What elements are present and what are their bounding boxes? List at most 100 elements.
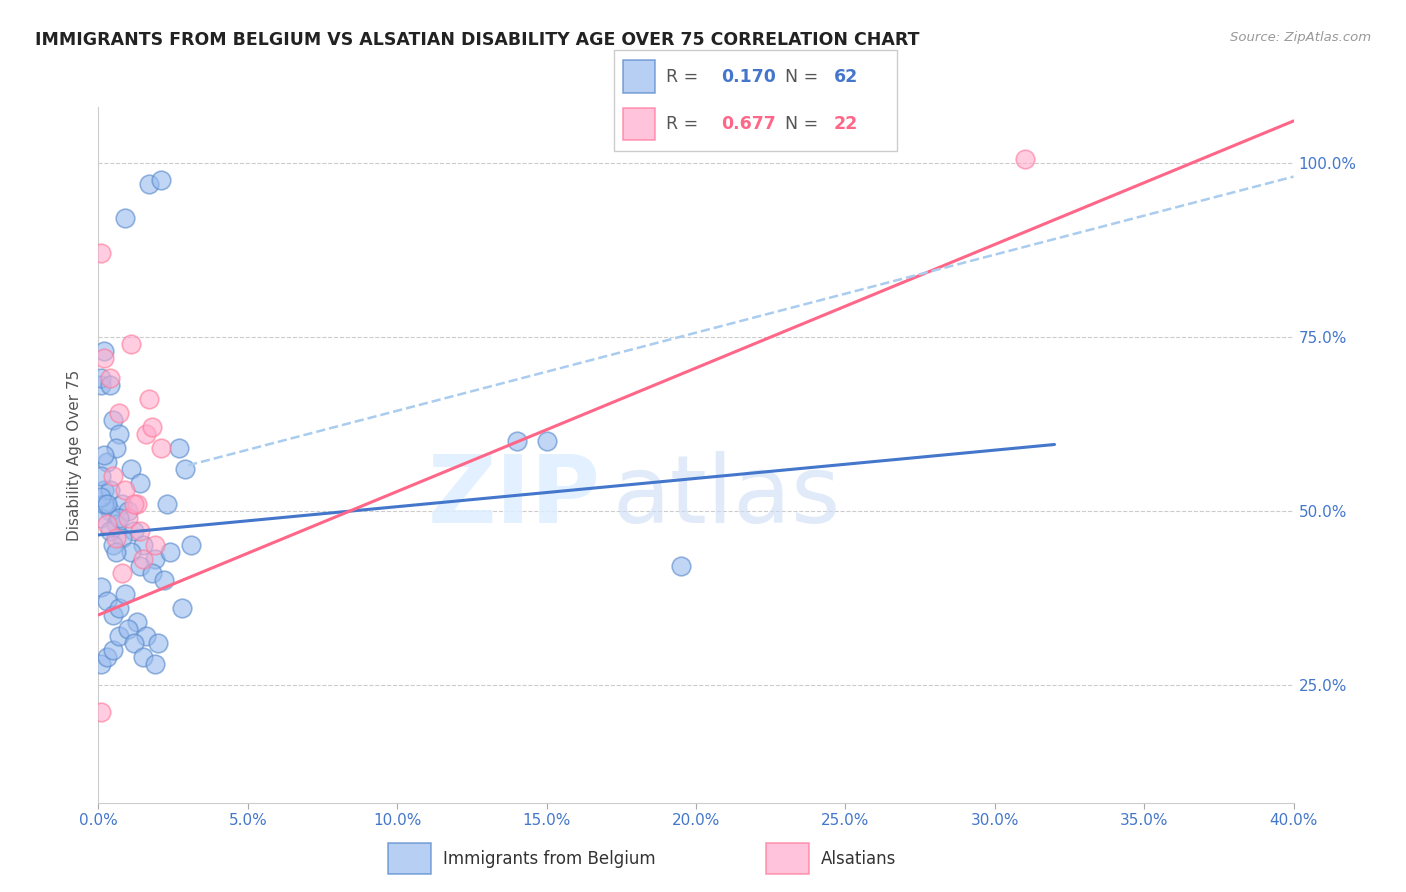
Point [96,594,118,608]
Point [96,517,118,532]
Point [135,427,157,442]
Point [141,420,163,434]
Text: Immigrants from Belgium: Immigrants from Belgium [443,849,655,868]
Point [167,441,190,455]
Text: ZIP: ZIP [427,450,600,542]
Text: R =: R = [666,115,704,133]
Bar [623,61,655,93]
Point [536,434,558,448]
Point [141,566,163,581]
Text: R =: R = [666,68,704,86]
Point [127,497,149,511]
Point [129,475,152,490]
Point [96,455,118,469]
Point [129,559,152,574]
Text: atlas: atlas [613,450,841,542]
Point [100,483,122,497]
Point [100,371,122,385]
Point [1014,152,1036,166]
Point [90,580,112,594]
Text: Source: ZipAtlas.com: Source: ZipAtlas.com [1230,31,1371,45]
Y-axis label: Disability Age Over 75: Disability Age Over 75 [67,369,83,541]
Text: 0.677: 0.677 [721,115,776,133]
Point [114,211,136,226]
Point [135,629,157,643]
Point [120,336,142,351]
Point [143,552,166,566]
Point [156,497,179,511]
Point [100,503,122,517]
Point [90,468,112,483]
Point [103,413,125,427]
Point [103,538,125,552]
Point [108,510,131,524]
Text: IMMIGRANTS FROM BELGIUM VS ALSATIAN DISABILITY AGE OVER 75 CORRELATION CHART: IMMIGRANTS FROM BELGIUM VS ALSATIAN DISA… [35,31,920,49]
Point [90,706,112,720]
Point [127,615,149,629]
Point [105,545,128,559]
Point [103,642,125,657]
Point [103,468,125,483]
Point [138,392,160,407]
Point [96,497,118,511]
Point [132,649,155,664]
Point [159,545,181,559]
Point [108,629,131,643]
Text: N =: N = [785,115,824,133]
Text: 0.170: 0.170 [721,68,776,86]
Point [93,351,115,365]
Point [153,573,176,587]
Point [172,601,194,615]
Bar [623,108,655,140]
Point [90,246,112,260]
Point [111,497,134,511]
Point [105,517,128,532]
Point [93,343,115,358]
Point [105,532,128,546]
Text: 62: 62 [834,68,858,86]
Point [93,448,115,462]
Point [93,483,115,497]
Point [111,566,134,581]
Point [108,406,131,420]
Point [669,559,692,574]
Point [114,483,136,497]
Point [150,441,173,455]
Point [111,532,134,546]
Point [90,510,112,524]
Point [124,636,146,650]
Text: N =: N = [785,68,824,86]
Point [124,524,146,539]
Bar [766,843,810,874]
Point [117,503,139,517]
Point [174,462,197,476]
Point [150,173,173,187]
Point [143,657,166,671]
Point [90,378,112,392]
Point [180,538,202,552]
Point [108,427,131,442]
Point [100,524,122,539]
Point [132,552,155,566]
Point [100,378,122,392]
Text: Alsatians: Alsatians [821,849,897,868]
Point [143,538,166,552]
Point [129,524,152,539]
Point [138,177,160,191]
Point [120,462,142,476]
Point [124,497,146,511]
Point [120,545,142,559]
Point [108,601,131,615]
Point [148,636,170,650]
Point [506,434,529,448]
Point [114,587,136,601]
Point [93,497,115,511]
Point [132,538,155,552]
Point [105,441,128,455]
Point [90,490,112,504]
Point [90,371,112,385]
Point [96,649,118,664]
Bar [388,843,432,874]
Point [117,622,139,636]
Point [103,607,125,622]
